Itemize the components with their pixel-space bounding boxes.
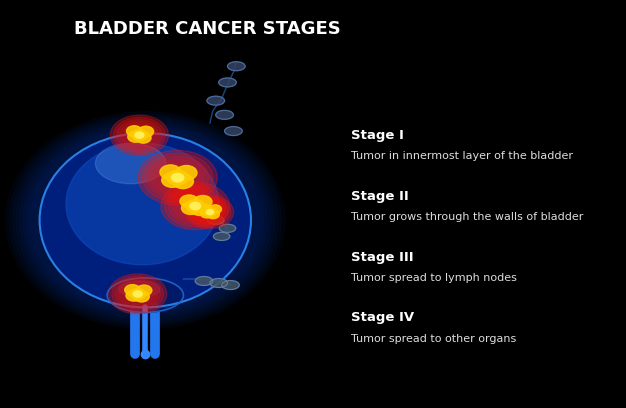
Ellipse shape [119,281,160,297]
Ellipse shape [225,126,242,135]
Circle shape [207,210,219,219]
Circle shape [131,130,147,140]
Circle shape [126,126,142,136]
Ellipse shape [216,111,233,119]
Circle shape [138,150,217,205]
Circle shape [191,203,209,215]
Ellipse shape [208,216,224,224]
Circle shape [172,173,184,182]
Circle shape [120,122,159,149]
Ellipse shape [213,233,230,240]
Circle shape [203,208,216,217]
Text: Tumor spread to other organs: Tumor spread to other organs [351,334,516,344]
Ellipse shape [218,78,237,87]
Ellipse shape [222,281,239,290]
Text: Tumor in innermost layer of the bladder: Tumor in innermost layer of the bladder [351,151,573,161]
Circle shape [146,156,208,199]
Circle shape [182,202,200,215]
Circle shape [200,209,213,218]
Circle shape [199,204,212,213]
Circle shape [197,203,223,221]
Circle shape [192,200,228,225]
Circle shape [189,197,231,227]
Circle shape [172,190,218,222]
Circle shape [134,291,149,302]
Circle shape [176,166,197,180]
Circle shape [162,173,183,187]
Circle shape [121,283,154,305]
Circle shape [165,185,226,227]
Circle shape [151,160,204,196]
Ellipse shape [39,133,251,307]
Text: Stage II: Stage II [351,190,409,203]
Circle shape [110,115,168,155]
Circle shape [180,195,198,208]
Circle shape [193,195,212,208]
Circle shape [209,205,222,213]
Circle shape [160,165,181,180]
Circle shape [136,133,151,143]
Circle shape [190,202,200,210]
Circle shape [112,276,163,312]
Circle shape [186,200,204,212]
Circle shape [136,285,152,296]
Circle shape [108,274,167,314]
Circle shape [130,288,145,299]
Circle shape [138,126,153,137]
Circle shape [115,278,160,310]
Circle shape [194,201,226,223]
Circle shape [172,174,193,188]
Circle shape [168,188,222,224]
Text: Stage I: Stage I [351,129,404,142]
Circle shape [126,290,141,301]
Circle shape [117,120,162,151]
Text: Tumor grows through the walls of bladder: Tumor grows through the walls of bladder [351,212,583,222]
Text: Stage IV: Stage IV [351,311,414,324]
Ellipse shape [95,143,166,184]
Circle shape [161,182,230,230]
Circle shape [135,132,144,138]
Circle shape [113,117,165,153]
Circle shape [133,291,142,297]
Ellipse shape [210,279,227,288]
Circle shape [186,196,233,228]
Circle shape [176,193,214,219]
Circle shape [128,131,143,142]
Circle shape [206,210,213,215]
Circle shape [167,171,188,185]
Text: Tumor spread to lymph nodes: Tumor spread to lymph nodes [351,273,516,283]
Ellipse shape [219,224,236,233]
Circle shape [123,124,156,146]
Circle shape [125,285,140,295]
Circle shape [118,281,157,307]
Circle shape [156,162,200,193]
Text: BLADDER CANCER STAGES: BLADDER CANCER STAGES [74,20,341,38]
Ellipse shape [195,277,213,286]
Ellipse shape [207,96,225,105]
Ellipse shape [227,62,245,71]
Ellipse shape [66,143,218,265]
Circle shape [142,153,213,202]
Ellipse shape [107,278,183,313]
Text: Stage III: Stage III [351,251,414,264]
